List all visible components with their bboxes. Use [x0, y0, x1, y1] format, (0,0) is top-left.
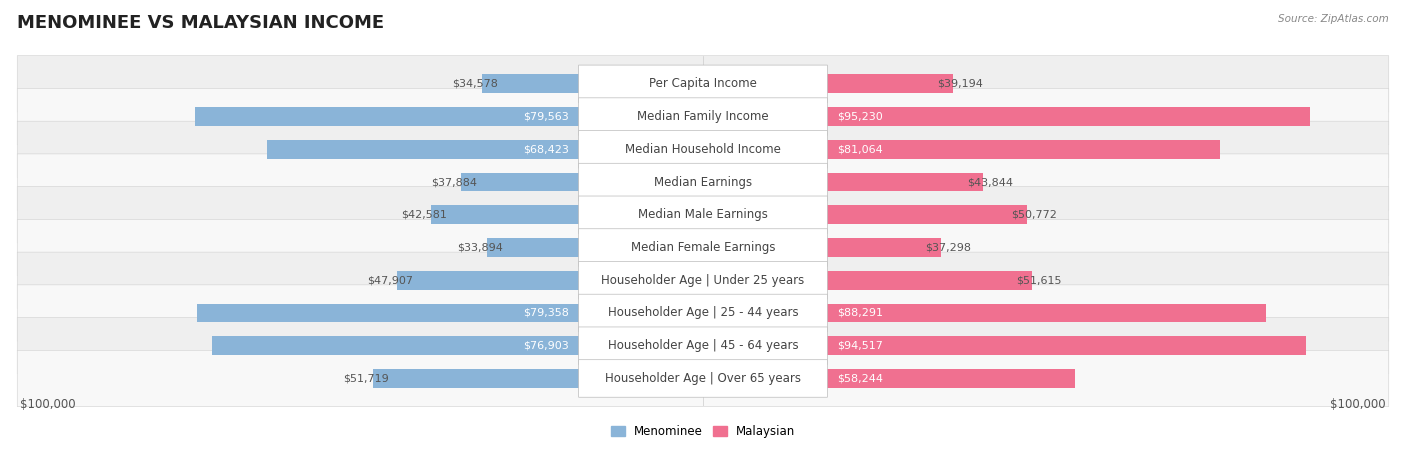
Text: Householder Age | 45 - 64 years: Householder Age | 45 - 64 years: [607, 339, 799, 352]
Text: $76,903: $76,903: [523, 341, 569, 351]
FancyBboxPatch shape: [579, 65, 827, 103]
Text: $81,064: $81,064: [837, 144, 883, 154]
FancyBboxPatch shape: [17, 318, 1389, 374]
FancyBboxPatch shape: [17, 56, 1389, 112]
Bar: [703, 107, 1310, 126]
Text: $37,884: $37,884: [432, 177, 477, 187]
Bar: [703, 205, 1026, 224]
Bar: [703, 74, 953, 93]
Text: $79,563: $79,563: [523, 112, 569, 121]
Bar: [267, 140, 703, 159]
Bar: [461, 173, 703, 191]
FancyBboxPatch shape: [579, 131, 827, 168]
FancyBboxPatch shape: [579, 98, 827, 135]
FancyBboxPatch shape: [17, 285, 1389, 341]
Text: $68,423: $68,423: [523, 144, 569, 154]
Bar: [195, 107, 703, 126]
Text: MENOMINEE VS MALAYSIAN INCOME: MENOMINEE VS MALAYSIAN INCOME: [17, 14, 384, 32]
Text: Median Male Earnings: Median Male Earnings: [638, 208, 768, 221]
Bar: [703, 369, 1074, 388]
Text: Householder Age | Over 65 years: Householder Age | Over 65 years: [605, 372, 801, 385]
Text: Householder Age | Under 25 years: Householder Age | Under 25 years: [602, 274, 804, 287]
FancyBboxPatch shape: [17, 350, 1389, 407]
FancyBboxPatch shape: [17, 252, 1389, 308]
FancyBboxPatch shape: [17, 219, 1389, 276]
FancyBboxPatch shape: [17, 154, 1389, 210]
Text: $34,578: $34,578: [453, 79, 498, 89]
Text: Median Earnings: Median Earnings: [654, 176, 752, 189]
FancyBboxPatch shape: [579, 196, 827, 234]
Bar: [703, 173, 983, 191]
FancyBboxPatch shape: [579, 262, 827, 299]
Text: $51,719: $51,719: [343, 374, 389, 383]
Text: Per Capita Income: Per Capita Income: [650, 78, 756, 90]
FancyBboxPatch shape: [17, 187, 1389, 243]
FancyBboxPatch shape: [17, 121, 1389, 177]
Text: $51,615: $51,615: [1017, 275, 1062, 285]
Text: $58,244: $58,244: [837, 374, 883, 383]
FancyBboxPatch shape: [579, 327, 827, 365]
FancyBboxPatch shape: [579, 229, 827, 266]
Bar: [703, 304, 1267, 322]
FancyBboxPatch shape: [579, 163, 827, 201]
Bar: [482, 74, 703, 93]
Text: $94,517: $94,517: [837, 341, 883, 351]
Text: $50,772: $50,772: [1011, 210, 1057, 220]
Text: Median Family Income: Median Family Income: [637, 110, 769, 123]
Text: $100,000: $100,000: [21, 398, 76, 411]
Text: Source: ZipAtlas.com: Source: ZipAtlas.com: [1278, 14, 1389, 24]
Bar: [398, 271, 703, 290]
Text: Median Household Income: Median Household Income: [626, 143, 780, 156]
Text: $39,194: $39,194: [936, 79, 983, 89]
Bar: [197, 304, 703, 322]
Bar: [212, 336, 703, 355]
Bar: [486, 238, 703, 257]
Bar: [703, 271, 1032, 290]
Text: $100,000: $100,000: [1330, 398, 1385, 411]
FancyBboxPatch shape: [579, 360, 827, 397]
Bar: [703, 140, 1220, 159]
Bar: [373, 369, 703, 388]
Legend: Menominee, Malaysian: Menominee, Malaysian: [606, 420, 800, 442]
Text: $95,230: $95,230: [837, 112, 883, 121]
Bar: [432, 205, 703, 224]
Text: $33,894: $33,894: [457, 242, 503, 253]
Text: $79,358: $79,358: [523, 308, 569, 318]
FancyBboxPatch shape: [17, 88, 1389, 145]
Text: Median Female Earnings: Median Female Earnings: [631, 241, 775, 254]
Text: $37,298: $37,298: [925, 242, 972, 253]
Text: $43,844: $43,844: [967, 177, 1012, 187]
Bar: [703, 336, 1306, 355]
Text: $88,291: $88,291: [837, 308, 883, 318]
Bar: [703, 238, 941, 257]
Text: Householder Age | 25 - 44 years: Householder Age | 25 - 44 years: [607, 306, 799, 319]
Text: $47,907: $47,907: [367, 275, 413, 285]
FancyBboxPatch shape: [579, 294, 827, 332]
Text: $42,581: $42,581: [402, 210, 447, 220]
